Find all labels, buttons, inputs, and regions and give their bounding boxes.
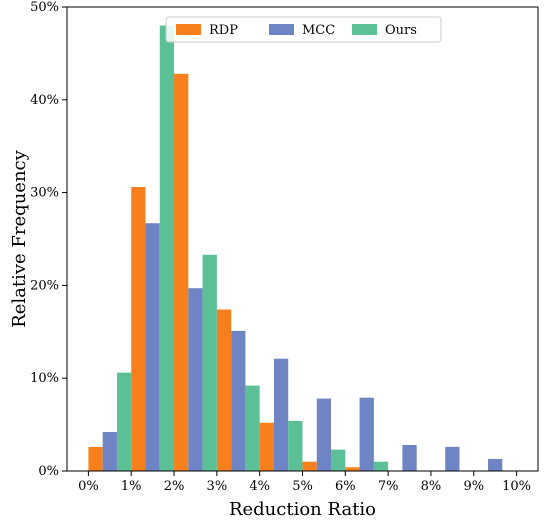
bar-ours-4	[288, 420, 303, 471]
bar-mcc-4	[273, 358, 289, 471]
bar-mcc-2	[188, 288, 203, 471]
y-tick-label: 10%	[30, 371, 59, 386]
x-tick-label: 0%	[78, 479, 99, 494]
bar-mcc-9	[488, 458, 503, 471]
bar-ours-0	[116, 372, 132, 471]
x-tick-label: 1%	[121, 479, 142, 494]
bar-rdp-3	[216, 309, 232, 471]
bar-rdp-5	[302, 461, 317, 471]
bars-group	[88, 25, 503, 472]
x-tick-label: 2%	[164, 479, 185, 494]
legend-label-rdp: RDP	[209, 23, 238, 38]
y-axis-label: Relative Frequency	[9, 149, 30, 327]
x-tick-label: 9%	[463, 479, 484, 494]
bar-ours-5	[331, 449, 346, 471]
bar-mcc-5	[316, 398, 332, 471]
bar-ours-2	[202, 254, 217, 471]
x-tick-label: 4%	[249, 479, 270, 494]
bar-mcc-7	[402, 445, 417, 471]
legend: RDP MCC Ours	[165, 16, 442, 43]
bar-rdp-1	[131, 187, 146, 472]
legend-label-mcc: MCC	[302, 23, 335, 38]
y-tick-label: 30%	[30, 186, 59, 201]
bar-mcc-3	[231, 330, 246, 471]
x-tick-label: 10%	[502, 479, 531, 494]
x-tick-label: 8%	[421, 479, 442, 494]
bar-mcc-8	[445, 446, 460, 471]
x-tick-label: 3%	[207, 479, 228, 494]
bar-rdp-2	[174, 73, 189, 471]
bar-mcc-0	[102, 432, 117, 471]
legend-swatch-mcc	[269, 24, 294, 35]
bar-rdp-6	[345, 467, 360, 471]
bar-mcc-1	[145, 223, 160, 471]
bar-rdp-4	[259, 422, 274, 471]
x-axis: 0% 1% 2% 3% 4% 5% 6% 7% 8% 9% 10%	[78, 471, 531, 494]
bar-ours-1	[159, 25, 175, 472]
legend-swatch-ours	[352, 24, 377, 35]
x-tick-label: 7%	[378, 479, 399, 494]
y-tick-label: 0%	[38, 464, 59, 479]
y-tick-label: 20%	[30, 278, 59, 293]
bar-ours-6	[373, 461, 389, 471]
legend-swatch-rdp	[176, 24, 201, 35]
x-tick-label: 6%	[335, 479, 356, 494]
y-tick-label: 50%	[30, 0, 59, 15]
legend-box	[165, 16, 442, 43]
legend-label-ours: Ours	[385, 23, 417, 38]
y-axis: 0% 10% 20% 30% 40% 50%	[30, 0, 67, 479]
bar-rdp-0	[88, 446, 103, 471]
bar-ours-3	[245, 385, 260, 471]
x-axis-label: Reduction Ratio	[229, 499, 376, 520]
x-tick-label: 5%	[292, 479, 313, 494]
bar-mcc-6	[359, 397, 374, 471]
y-tick-label: 40%	[30, 93, 59, 108]
